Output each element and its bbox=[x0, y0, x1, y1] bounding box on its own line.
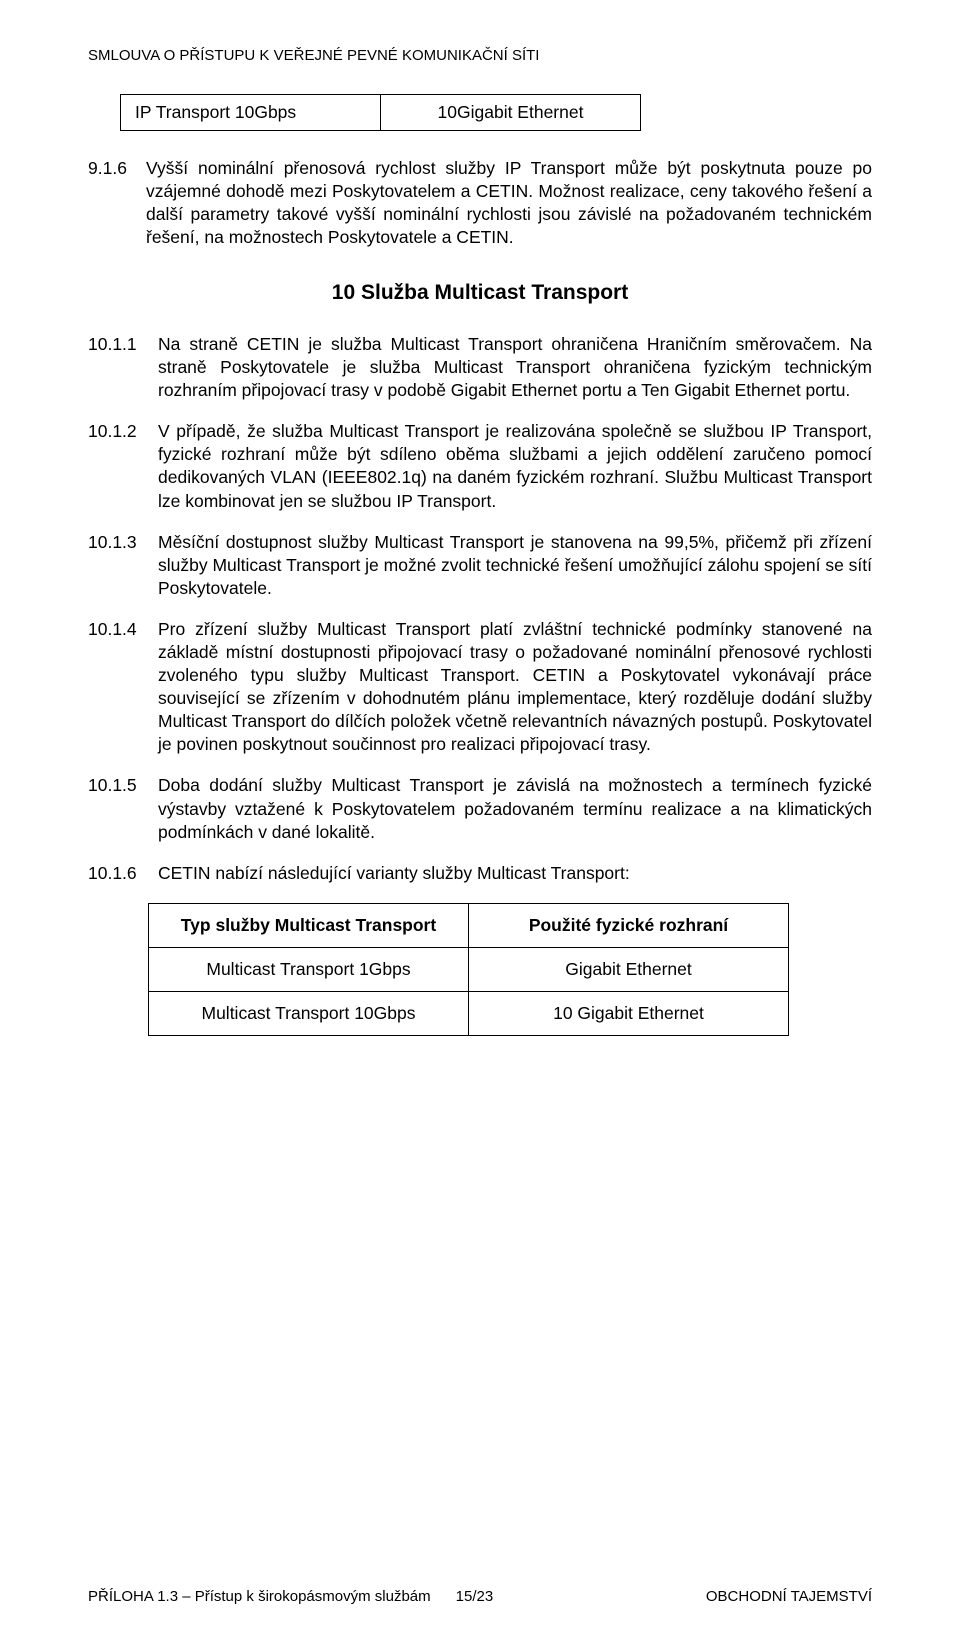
paragraph-number: 10.1.6 bbox=[88, 862, 158, 885]
paragraph-text: Vyšší nominální přenosová rychlost služb… bbox=[146, 157, 872, 249]
variants-header-iface: Použité fyzické rozhraní bbox=[469, 903, 789, 947]
page-footer: PŘÍLOHA 1.3 – Přístup k širokopásmovým s… bbox=[88, 1587, 872, 1607]
paragraph-text: Na straně CETIN je služba Multicast Tran… bbox=[158, 333, 872, 402]
variant-iface: Gigabit Ethernet bbox=[469, 947, 789, 991]
paragraph-text: Doba dodání služby Multicast Transport j… bbox=[158, 774, 872, 843]
table-row: Multicast Transport 10Gbps 10 Gigabit Et… bbox=[149, 992, 789, 1036]
paragraph-10-1-6: 10.1.6 CETIN nabízí následující varianty… bbox=[88, 862, 872, 885]
doc-header: SMLOUVA O PŘÍSTUPU K VEŘEJNÉ PEVNÉ KOMUN… bbox=[88, 46, 872, 66]
paragraph-10-1-1: 10.1.1 Na straně CETIN je služba Multica… bbox=[88, 333, 872, 402]
paragraph-number: 10.1.4 bbox=[88, 618, 158, 757]
paragraph-text: CETIN nabízí následující varianty služby… bbox=[158, 862, 872, 885]
ip-transport-table: IP Transport 10Gbps 10Gigabit Ethernet bbox=[120, 94, 641, 131]
multicast-variants-table: Typ služby Multicast Transport Použité f… bbox=[148, 903, 789, 1036]
paragraph-9-1-6: 9.1.6 Vyšší nominální přenosová rychlost… bbox=[88, 157, 872, 249]
paragraph-number: 10.1.2 bbox=[88, 420, 158, 512]
paragraph-text: Pro zřízení služby Multicast Transport p… bbox=[158, 618, 872, 757]
variant-type: Multicast Transport 10Gbps bbox=[149, 992, 469, 1036]
paragraph-number: 10.1.1 bbox=[88, 333, 158, 402]
paragraph-text: V případě, že služba Multicast Transport… bbox=[158, 420, 872, 512]
paragraph-number: 10.1.5 bbox=[88, 774, 158, 843]
paragraph-10-1-5: 10.1.5 Doba dodání služby Multicast Tran… bbox=[88, 774, 872, 843]
variants-header-type: Typ služby Multicast Transport bbox=[149, 903, 469, 947]
paragraph-number: 9.1.6 bbox=[88, 157, 146, 249]
paragraph-10-1-3: 10.1.3 Měsíční dostupnost služby Multica… bbox=[88, 531, 872, 600]
section-title: 10 Služba Multicast Transport bbox=[88, 279, 872, 307]
paragraph-text: Měsíční dostupnost služby Multicast Tran… bbox=[158, 531, 872, 600]
footer-page: 15/23 bbox=[456, 1588, 494, 1605]
table-row: Multicast Transport 1Gbps Gigabit Ethern… bbox=[149, 947, 789, 991]
paragraph-number: 10.1.3 bbox=[88, 531, 158, 600]
paragraph-10-1-2: 10.1.2 V případě, že služba Multicast Tr… bbox=[88, 420, 872, 512]
footer-left: PŘÍLOHA 1.3 – Přístup k širokopásmovým s… bbox=[88, 1587, 493, 1607]
variant-type: Multicast Transport 1Gbps bbox=[149, 947, 469, 991]
variant-iface: 10 Gigabit Ethernet bbox=[469, 992, 789, 1036]
footer-left-text: PŘÍLOHA 1.3 – Přístup k širokopásmovým s… bbox=[88, 1588, 431, 1605]
paragraph-10-1-4: 10.1.4 Pro zřízení služby Multicast Tran… bbox=[88, 618, 872, 757]
footer-right: OBCHODNÍ TAJEMSTVÍ bbox=[706, 1587, 872, 1607]
ip-transport-cell-name: IP Transport 10Gbps bbox=[121, 94, 381, 130]
ip-transport-cell-iface: 10Gigabit Ethernet bbox=[381, 94, 641, 130]
